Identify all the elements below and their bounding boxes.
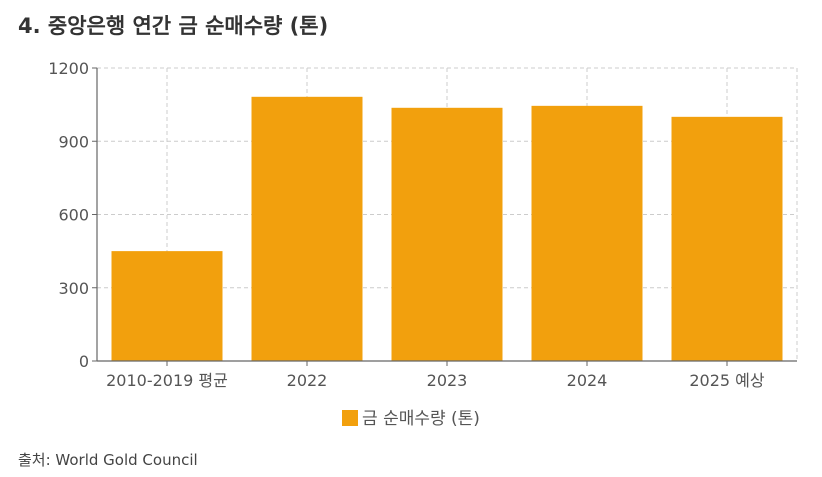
bar-1	[251, 96, 363, 361]
legend-swatch	[342, 410, 359, 426]
y-tick-label: 1200	[48, 59, 89, 78]
bar-chart: 0 300 600 900 1200 2010-2019 평균 2022 2023 2024 20…	[48, 59, 798, 390]
bar-0	[111, 251, 223, 361]
x-tick-label: 2024	[567, 371, 608, 390]
x-tick-label: 2010-2019 평균	[106, 371, 228, 390]
bar-2	[391, 107, 503, 361]
x-tick-label: 2023	[427, 371, 468, 390]
page-title: 4. 중앙은행 연간 금 순매수량 (톤)	[18, 14, 329, 38]
y-tick-label: 0	[79, 352, 89, 371]
legend-label: 금 순매수량 (톤)	[362, 409, 480, 429]
source-note: 출처: World Gold Council	[18, 451, 198, 469]
chart-legend: 금 순매수량 (톤)	[0, 404, 822, 429]
y-tick-label: 300	[58, 279, 89, 298]
x-tick-label: 2025 예상	[689, 371, 765, 390]
bar-3	[531, 105, 643, 362]
y-tick-label: 600	[58, 206, 89, 225]
bar-4	[671, 116, 783, 361]
y-tick-label: 900	[58, 132, 89, 151]
x-tick-label: 2022	[287, 371, 328, 390]
